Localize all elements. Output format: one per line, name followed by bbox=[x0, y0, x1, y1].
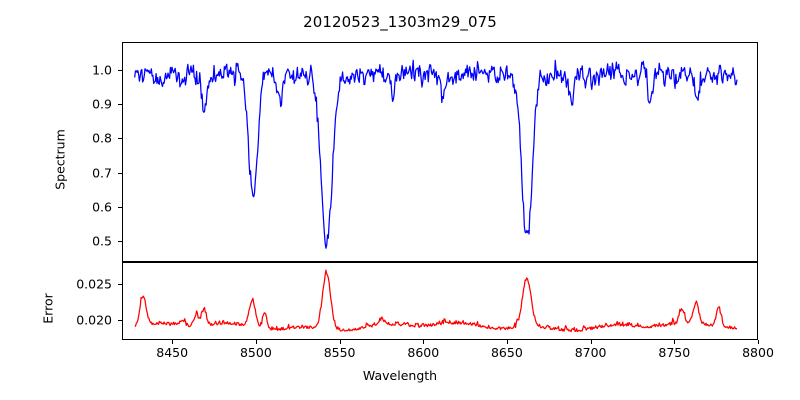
xtick-mark bbox=[423, 340, 425, 344]
wavelength-axis-label: Wavelength bbox=[362, 368, 438, 383]
spectrum-ytick-mark bbox=[118, 241, 122, 243]
spectrum-line-series bbox=[123, 43, 757, 261]
spectrum-ytick-label: 1.0 bbox=[92, 62, 112, 77]
spectrum-ytick-label: 0.9 bbox=[92, 96, 112, 112]
error-ytick-mark bbox=[118, 320, 122, 322]
xtick-mark bbox=[255, 340, 257, 344]
xtick-label: 8700 bbox=[574, 345, 607, 360]
spectrum-ytick-mark bbox=[118, 69, 122, 71]
spectrum-axis-label: Spectrum bbox=[52, 129, 68, 190]
error-ytick-label: 0.025 bbox=[76, 276, 112, 292]
xtick-label: 8650 bbox=[490, 345, 523, 360]
xtick-label: 8450 bbox=[156, 345, 189, 360]
xtick-label: 8600 bbox=[407, 345, 440, 360]
xtick-mark bbox=[590, 340, 592, 344]
spectrum-ytick-mark bbox=[118, 172, 122, 174]
spectrum-ytick-mark bbox=[118, 103, 122, 105]
error-line-series bbox=[123, 263, 757, 339]
xtick-mark bbox=[172, 340, 174, 344]
xtick-label: 8550 bbox=[323, 345, 356, 360]
xtick-mark bbox=[674, 340, 676, 344]
error-ytick-label: 0.020 bbox=[76, 312, 112, 328]
spectrum-ytick-label: 0.7 bbox=[92, 165, 112, 181]
chart-title: 20120523_1303m29_075 bbox=[303, 13, 497, 31]
error-axis-label: Error bbox=[40, 293, 56, 324]
error-plot-area bbox=[122, 262, 758, 340]
spectrum-plot-area bbox=[122, 42, 758, 262]
spectrum-ytick-label: 0.8 bbox=[92, 130, 112, 146]
xtick-label: 8800 bbox=[742, 345, 774, 360]
xtick-mark bbox=[506, 340, 508, 344]
xtick-label: 8500 bbox=[239, 345, 272, 360]
spectrum-ytick-label: 0.6 bbox=[92, 199, 112, 215]
spectrum-ytick-mark bbox=[118, 207, 122, 209]
spectrum-ytick-mark bbox=[118, 138, 122, 140]
xtick-mark bbox=[339, 340, 341, 344]
spectrum-ytick-label: 0.5 bbox=[92, 233, 112, 249]
error-ytick-mark bbox=[118, 284, 122, 286]
xtick-label: 8750 bbox=[658, 345, 691, 360]
xtick-mark bbox=[758, 340, 760, 344]
